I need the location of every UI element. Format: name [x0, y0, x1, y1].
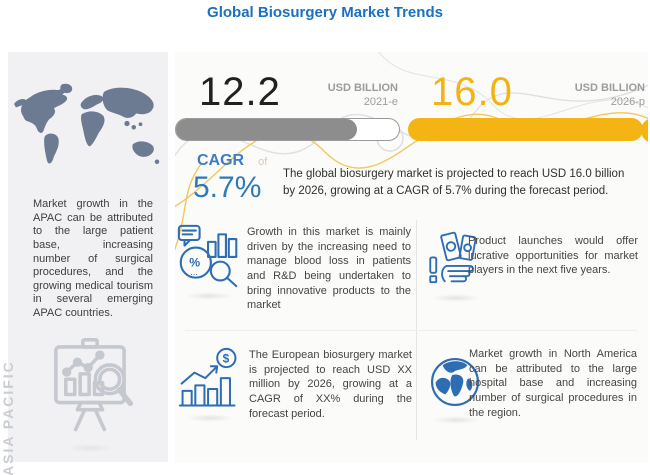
market-value-2021-label: USD BILLION 2021-e — [290, 82, 398, 108]
world-map-icon — [14, 83, 160, 164]
north-america-text: Market growth in North America can be at… — [469, 348, 637, 419]
market-analysis-icon-wrap: % ... — [177, 222, 241, 300]
presentation-chart-icon — [54, 338, 134, 432]
market-value-2026: 16.0 — [431, 70, 513, 114]
page-title: Global Biosurgery Market Trends — [207, 4, 443, 21]
market-analysis-icon: % ... — [177, 224, 238, 288]
globe-icon-wrap — [425, 350, 487, 424]
icon-shadow — [432, 416, 480, 424]
money-hand-icon — [429, 231, 477, 284]
market-value-2021: 12.2 — [199, 70, 281, 114]
progress-bar-2026-end-cap — [641, 118, 648, 143]
apac-paragraph: Market growth in the APAC can be attribu… — [33, 198, 153, 319]
growth-chart-dollar-icon: $ — [178, 347, 237, 407]
presentation-chart-icon-wrap — [42, 338, 138, 452]
icon-shadow — [186, 414, 234, 422]
cagr-label: CAGR of — [197, 152, 268, 169]
cagr-value: 5.7% — [193, 171, 262, 204]
market-stats-panel: 12.2 USD BILLION 2021-e 16.0 USD BILLION… — [175, 52, 648, 462]
money-hand-icon-wrap — [426, 228, 486, 302]
globe-icon — [431, 358, 479, 406]
cagr-of: of — [258, 156, 268, 168]
region-label-asia-pacific: ASIA PACIFIC — [0, 360, 16, 475]
opportunity-text: Product launches would offer lucrative o… — [468, 235, 638, 277]
icon-shadow — [66, 444, 114, 452]
progress-bar-2026-fill — [409, 119, 642, 140]
horizontal-divider — [185, 330, 637, 331]
market-summary-text: The global biosurgery market is projecte… — [283, 168, 625, 198]
svg-text:%: % — [189, 255, 200, 269]
unit-2026: USD BILLION — [574, 82, 645, 94]
progress-bar-2021-fill — [176, 119, 357, 140]
icon-shadow — [185, 292, 233, 300]
market-value-2026-label: USD BILLION 2026-p — [537, 82, 645, 108]
svg-text:...: ... — [190, 266, 198, 277]
unit-2021: USD BILLION — [327, 82, 398, 94]
year-2026: 2026-p — [610, 96, 645, 108]
icon-shadow — [432, 294, 480, 302]
asia-pacific-panel: Market growth in the APAC can be attribu… — [8, 52, 168, 462]
progress-bar-2021 — [175, 118, 400, 141]
growth-chart-dollar-icon-wrap: $ — [178, 346, 242, 422]
svg-text:$: $ — [223, 352, 230, 366]
driver-text: Growth in this market is mainly driven b… — [247, 226, 411, 312]
progress-bar-2026 — [408, 118, 643, 141]
europe-market-text: The European biosurgery market is projec… — [249, 349, 412, 420]
year-2021: 2021-e — [363, 96, 398, 108]
